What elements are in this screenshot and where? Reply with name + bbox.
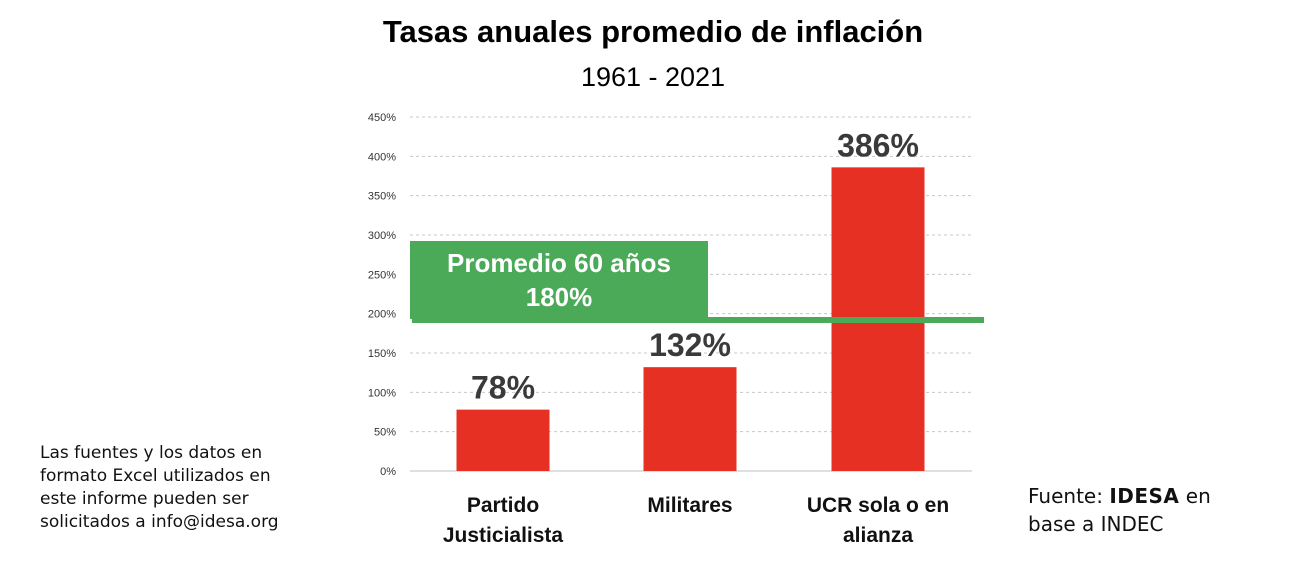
category-label: Militares [647, 494, 732, 517]
category-label: Partido [467, 494, 539, 517]
source-suffix-1: en [1185, 484, 1211, 508]
chart-subtitle: 1961 - 2021 [580, 62, 726, 92]
average-label-box [410, 241, 708, 319]
y-tick-label: 300% [368, 230, 396, 242]
data-availability-note: Las fuentes y los datos en formato Excel… [40, 443, 279, 532]
category-label: alianza [843, 524, 913, 547]
source-suffix-2: base a INDEC [1028, 512, 1164, 536]
data-label: 132% [649, 327, 731, 363]
y-tick-label: 250% [368, 269, 396, 281]
y-tick-label: 100% [368, 387, 396, 399]
y-tick-label: 450% [368, 112, 396, 124]
y-tick-label: 0% [380, 466, 396, 478]
data-label: 78% [471, 370, 535, 406]
chart-title: Tasas anuales promedio de inflación [382, 14, 924, 49]
category-label: UCR sola o en [807, 494, 949, 517]
y-tick-label: 200% [368, 309, 396, 321]
y-tick-label: 350% [368, 191, 396, 203]
y-tick-label: 400% [368, 151, 396, 163]
data-label: 386% [837, 127, 919, 163]
average-value: 180% [526, 282, 593, 312]
y-tick-label: 150% [368, 348, 396, 360]
average-label: Promedio 60 años [447, 248, 671, 278]
bar [456, 409, 550, 471]
source-prefix: Fuente: [1028, 484, 1103, 508]
source-credit: Fuente: IDESA en base a INDEC [1028, 482, 1268, 538]
y-tick-label: 50% [374, 427, 396, 439]
bar [643, 367, 737, 471]
category-label: Justicialista [443, 524, 564, 547]
source-brand: IDESA [1109, 484, 1180, 508]
